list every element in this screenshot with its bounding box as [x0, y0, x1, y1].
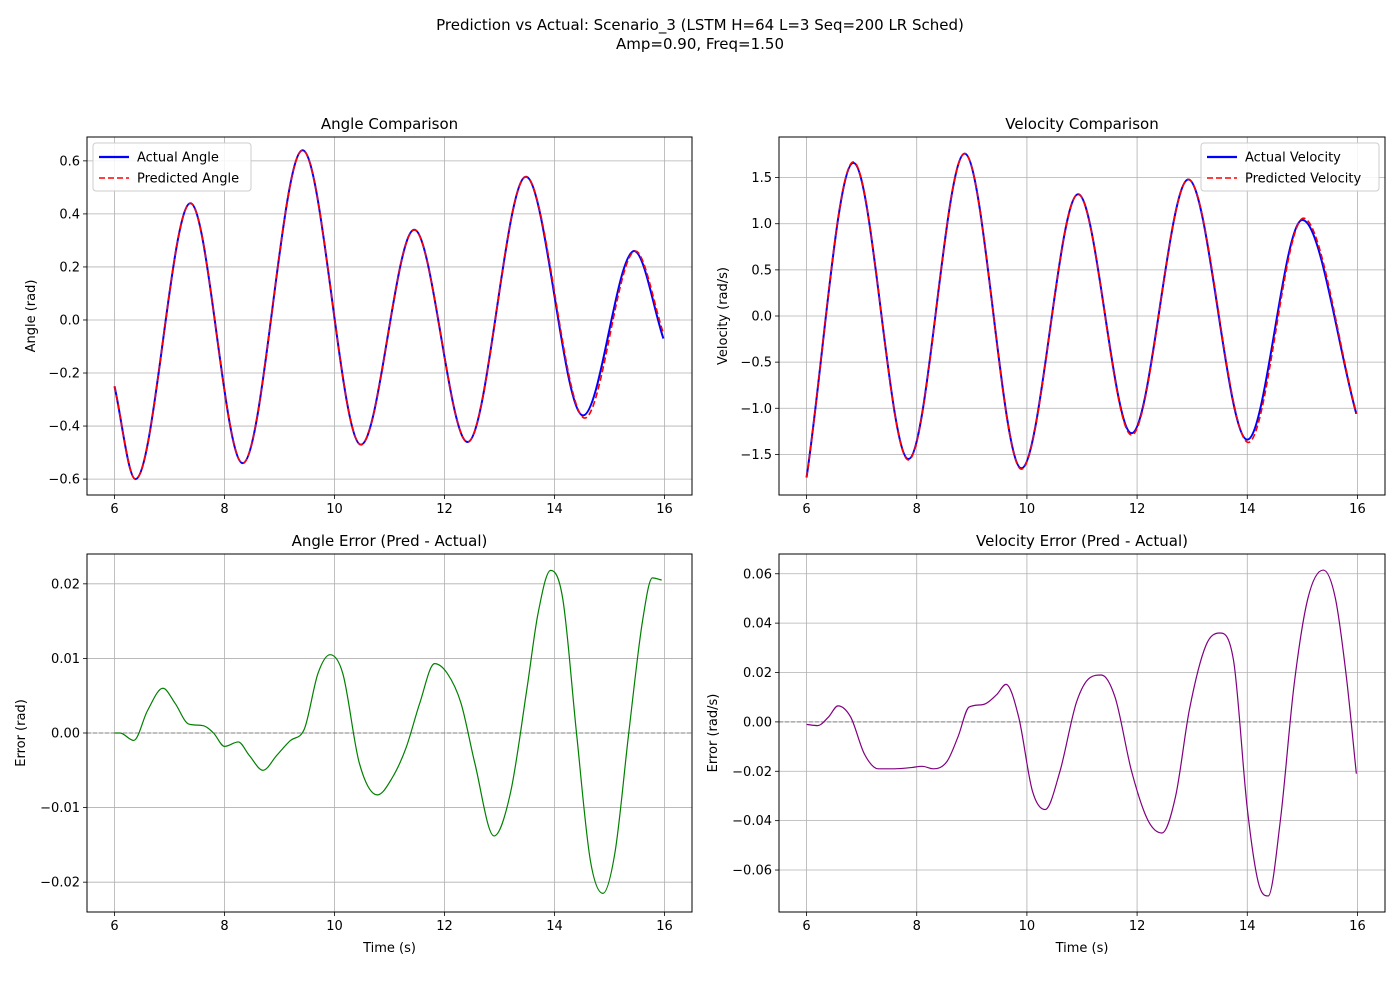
velocity-error-series-group: [806, 569, 1357, 897]
angle-legend-label: Predicted Angle: [137, 172, 239, 187]
angle-series-actual-angle: [113, 149, 665, 481]
angle-ytick-label: −0.6: [48, 473, 80, 488]
velocity-ytick-label: 0.0: [751, 310, 772, 325]
angle-ytick-label: 0.4: [59, 207, 80, 222]
angle-error-xtick-label: 8: [220, 919, 228, 934]
velocity-error-ytick-label: −0.02: [732, 765, 772, 780]
velocity-error-xtick-label: 10: [1019, 919, 1036, 934]
velocity-xtick-label: 10: [1019, 502, 1036, 517]
velocity-error-ytick-label: 0.04: [743, 617, 772, 632]
velocity-ylabel: Velocity (rad/s): [716, 267, 731, 365]
angle-legend: Actual Angle Predicted Angle: [92, 142, 252, 192]
angle-error-ytick-label: 0.02: [51, 577, 80, 592]
angle-series-group: [113, 149, 665, 481]
velocity-ytick-label: −1.0: [740, 402, 772, 417]
velocity-ytick-label: −1.5: [740, 448, 772, 463]
angle-error-chart: 6 8 10 12 14 16 −0.02 −0.01 0.00 0.01 0.02 Angle Er…: [14, 532, 693, 956]
angle-error-title: Angle Error (Pred - Actual): [292, 532, 488, 550]
velocity-ytick-label: 1.0: [751, 217, 772, 232]
angle-ylabel: Angle (rad): [24, 280, 39, 353]
velocity-legend: Actual Velocity Predicted Velocity: [1200, 142, 1380, 192]
velocity-ytick-label: −0.5: [740, 356, 772, 371]
velocity-error-series-line-0: [806, 569, 1357, 897]
angle-ytick-label: −0.4: [48, 420, 80, 435]
angle-title: Angle Comparison: [321, 115, 458, 133]
velocity-series-predicted-velocity: [805, 152, 1358, 478]
angle-error-xtick-label: 12: [436, 919, 453, 934]
velocity-series-group: [805, 152, 1358, 478]
velocity-error-xlabel: Time (s): [1055, 941, 1109, 956]
angle-chart: 6 8 10 12 14 16 −0.6 −0.4 −0.2 0.0 0.2 0.4 0.6 Angle …: [24, 115, 693, 517]
angle-error-xtick-label: 16: [656, 919, 673, 934]
velocity-error-ytick-label: −0.06: [732, 864, 772, 879]
angle-error-series-group: [114, 569, 662, 894]
suptitle-line-2: Amp=0.90, Freq=1.50: [616, 35, 784, 53]
velocity-error-xtick-label: 8: [913, 919, 921, 934]
velocity-error-xtick-label: 14: [1239, 919, 1256, 934]
velocity-series-actual-velocity: [805, 152, 1358, 478]
angle-ytick-label: 0.0: [59, 313, 80, 328]
velocity-xtick-label: 12: [1129, 502, 1146, 517]
velocity-legend-label: Predicted Velocity: [1245, 172, 1361, 187]
velocity-error-chart: 6 8 10 12 14 16 −0.06 −0.04 −0.02 0.00 0.02 0.04 0.0…: [706, 532, 1386, 956]
velocity-legend-box: [1200, 142, 1380, 192]
angle-series-predicted-angle: [113, 149, 665, 480]
angle-legend-label: Actual Angle: [137, 151, 219, 166]
angle-error-xtick-label: 10: [326, 919, 343, 934]
velocity-xtick-label: 14: [1239, 502, 1256, 517]
velocity-error-ytick-label: 0.00: [743, 715, 772, 730]
figure-suptitle: Prediction vs Actual: Scenario_3 (LSTM H…: [0, 16, 1400, 54]
angle-ytick-label: 0.2: [59, 260, 80, 275]
velocity-ytick-label: 1.5: [751, 171, 772, 186]
velocity-error-axes-frame: [778, 553, 1386, 913]
angle-xtick-label: 16: [656, 502, 673, 517]
angle-error-xtick-label: 14: [546, 919, 563, 934]
angle-error-series-line-0: [114, 569, 662, 894]
velocity-error-ytick-label: 0.02: [743, 666, 772, 681]
angle-xtick-label: 14: [546, 502, 563, 517]
velocity-error-ylabel: Error (rad/s): [706, 694, 721, 773]
angle-ytick-label: −0.2: [48, 367, 80, 382]
angle-error-ytick-label: −0.02: [40, 876, 80, 891]
angle-error-ytick-label: 0.01: [51, 652, 80, 667]
velocity-error-ytick-label: −0.04: [732, 814, 772, 829]
velocity-chart: 6 8 10 12 14 16 −1.5 −1.0 −0.5 0.0 0.5 1.0 1.5 Veloci…: [716, 115, 1386, 517]
velocity-xtick-label: 6: [802, 502, 810, 517]
suptitle-line-1: Prediction vs Actual: Scenario_3 (LSTM H…: [436, 16, 964, 34]
angle-xtick-label: 12: [436, 502, 453, 517]
velocity-title: Velocity Comparison: [1005, 115, 1158, 133]
angle-error-xlabel: Time (s): [362, 941, 416, 956]
angle-error-ytick-label: −0.01: [40, 801, 80, 816]
angle-error-ylabel: Error (rad): [14, 699, 29, 767]
velocity-error-xtick-label: 16: [1349, 919, 1366, 934]
angle-error-ytick-label: 0.00: [51, 727, 80, 742]
angle-legend-box: [92, 142, 252, 192]
velocity-legend-label: Actual Velocity: [1245, 151, 1341, 166]
velocity-xtick-label: 8: [913, 502, 921, 517]
velocity-ytick-label: 0.5: [751, 263, 772, 278]
angle-axes-frame: [86, 136, 693, 496]
angle-error-xtick-label: 6: [110, 919, 118, 934]
angle-xtick-label: 6: [110, 502, 118, 517]
velocity-error-ytick-label: 0.06: [743, 567, 772, 582]
velocity-error-title: Velocity Error (Pred - Actual): [976, 532, 1188, 550]
angle-xtick-label: 10: [326, 502, 343, 517]
velocity-xtick-label: 16: [1349, 502, 1366, 517]
velocity-error-xtick-label: 12: [1129, 919, 1146, 934]
angle-ytick-label: 0.6: [59, 154, 80, 169]
velocity-error-xtick-label: 6: [802, 919, 810, 934]
angle-xtick-label: 8: [220, 502, 228, 517]
